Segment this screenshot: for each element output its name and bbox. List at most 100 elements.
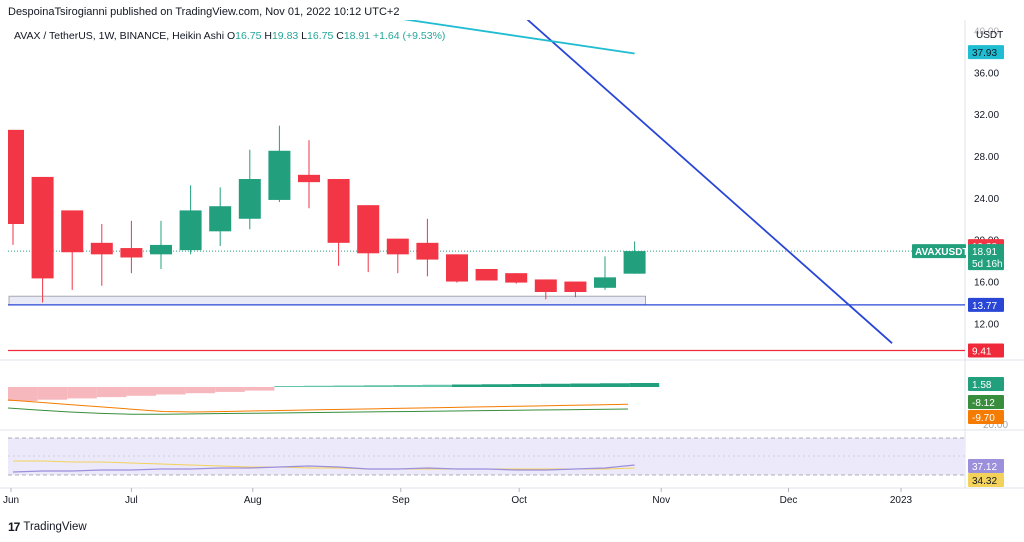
candle-body — [90, 242, 113, 255]
macd-histogram-bar — [126, 387, 156, 396]
macd-histogram-bar — [274, 386, 304, 387]
change-value: +1.64 (+9.53%) — [373, 30, 446, 42]
symbol-tag-label: AVAXUSDT — [915, 247, 969, 258]
macd-histogram-bar — [452, 384, 482, 387]
candle-body — [416, 242, 439, 260]
footer: 17 TradingView — [8, 520, 87, 534]
x-tick-label: Dec — [780, 495, 798, 506]
high-label: H — [264, 30, 272, 42]
brand-name: TradingView — [23, 521, 87, 533]
signal-line — [7, 399, 629, 413]
price-badge — [968, 45, 1004, 60]
macd-value-label: -9.70 — [972, 413, 995, 424]
low-value: 16.75 — [307, 30, 334, 42]
candle-body — [534, 279, 557, 292]
candle-body — [8, 129, 24, 224]
macd-histogram-bar — [511, 384, 541, 387]
price-badge — [968, 297, 1004, 312]
tradingview-logo-icon: 17 — [8, 520, 20, 534]
open-label: O — [227, 30, 236, 42]
macd-histogram-bar — [8, 387, 38, 401]
rsi-value-label: 37.12 — [972, 462, 997, 473]
candle-body — [31, 176, 54, 279]
macd-value-label: 1.58 — [972, 380, 992, 391]
symbol-tag — [912, 244, 966, 259]
candle-body — [357, 205, 380, 254]
candle-body — [179, 210, 202, 251]
macd-histogram-bar — [422, 384, 452, 387]
macd-histogram-bar — [392, 385, 423, 387]
y-tick-label: 32.00 — [974, 110, 999, 121]
low-label: L — [301, 30, 308, 42]
macd-value-label: -8.12 — [972, 398, 995, 409]
main-pane — [8, 20, 965, 352]
macd-histogram-bar — [540, 383, 571, 387]
macd-axis-partial-label: 20.00 — [983, 420, 1008, 431]
macd-histogram-bar — [37, 387, 68, 400]
macd-histogram-bar — [215, 387, 245, 392]
candle-body — [505, 273, 528, 283]
y-tick-label: 36.00 — [974, 68, 999, 79]
open-value: 16.75 — [235, 30, 262, 42]
close-value: 18.91 — [343, 30, 371, 42]
symbol-title: AVAX / TetherUS, 1W, BINANCE, Heikin Ash… — [14, 30, 225, 42]
macd-histogram-bar — [600, 383, 630, 387]
x-tick-label: Nov — [652, 495, 670, 506]
current-price-label: 18.91 — [972, 247, 997, 258]
macd-histogram-bar — [481, 384, 512, 387]
countdown-label: 5d 16h — [972, 259, 1003, 270]
x-tick-label: Oct — [511, 495, 527, 506]
candle-body — [623, 251, 646, 274]
candle-body — [150, 244, 172, 255]
macd-histogram-bar — [156, 387, 186, 395]
macd-histogram-bar — [304, 385, 334, 387]
x-tick-label: Sep — [392, 495, 410, 506]
price-badge-label: 9.41 — [972, 346, 992, 357]
candle-body — [446, 254, 468, 282]
y-tick-label: 40.00 — [974, 26, 999, 37]
macd-histogram-bar — [185, 387, 216, 394]
candle-body — [238, 179, 261, 219]
candle-body — [298, 174, 320, 183]
x-tick-label: 2023 — [890, 495, 913, 506]
macd-histogram-bar — [333, 385, 364, 387]
candle-body — [594, 277, 616, 288]
rsi-value-label: 34.32 — [972, 476, 997, 487]
x-tick-label: Jul — [125, 495, 138, 506]
macd-value-badge — [968, 395, 1004, 409]
candle-body — [386, 238, 409, 255]
close-label: C — [336, 30, 344, 42]
candle-body — [564, 281, 587, 292]
candle-body — [268, 150, 291, 200]
macd-value-badge — [968, 410, 1004, 424]
y-tick-label: 24.00 — [974, 194, 999, 205]
trendline-upper-trend — [402, 20, 635, 55]
support-zone-box — [8, 295, 646, 306]
trendline-steep-downtrend — [526, 20, 893, 344]
y-tick-label: 28.00 — [974, 152, 999, 163]
price-badge-label: 37.93 — [972, 48, 997, 59]
candle-body — [327, 179, 350, 243]
candle-body — [209, 206, 232, 232]
macd-value-badge — [968, 377, 1004, 391]
candle-body — [475, 268, 498, 281]
high-value: 19.83 — [271, 30, 299, 42]
rsi-value-badge — [968, 473, 1004, 487]
rsi-value-badge — [968, 459, 1004, 473]
y-tick-label: 16.00 — [974, 278, 999, 289]
publish-info: DespoinaTsirogianni published on Trading… — [8, 6, 400, 18]
macd-histogram-bar — [96, 387, 127, 398]
candle-body — [120, 248, 143, 258]
macd-histogram-bar — [244, 387, 275, 391]
current-price-badge — [968, 244, 1004, 271]
price-badge-label: 13.77 — [972, 301, 997, 312]
rsi-ma-line — [13, 460, 635, 470]
x-tick-label: Aug — [244, 495, 262, 506]
macd-histogram-bar — [570, 383, 600, 387]
rsi-line — [12, 464, 635, 473]
macd-line — [7, 407, 629, 415]
currency-label: USDT — [976, 30, 1003, 41]
y-tick-label: 12.00 — [974, 319, 999, 330]
macd-histogram-bar — [629, 383, 660, 387]
